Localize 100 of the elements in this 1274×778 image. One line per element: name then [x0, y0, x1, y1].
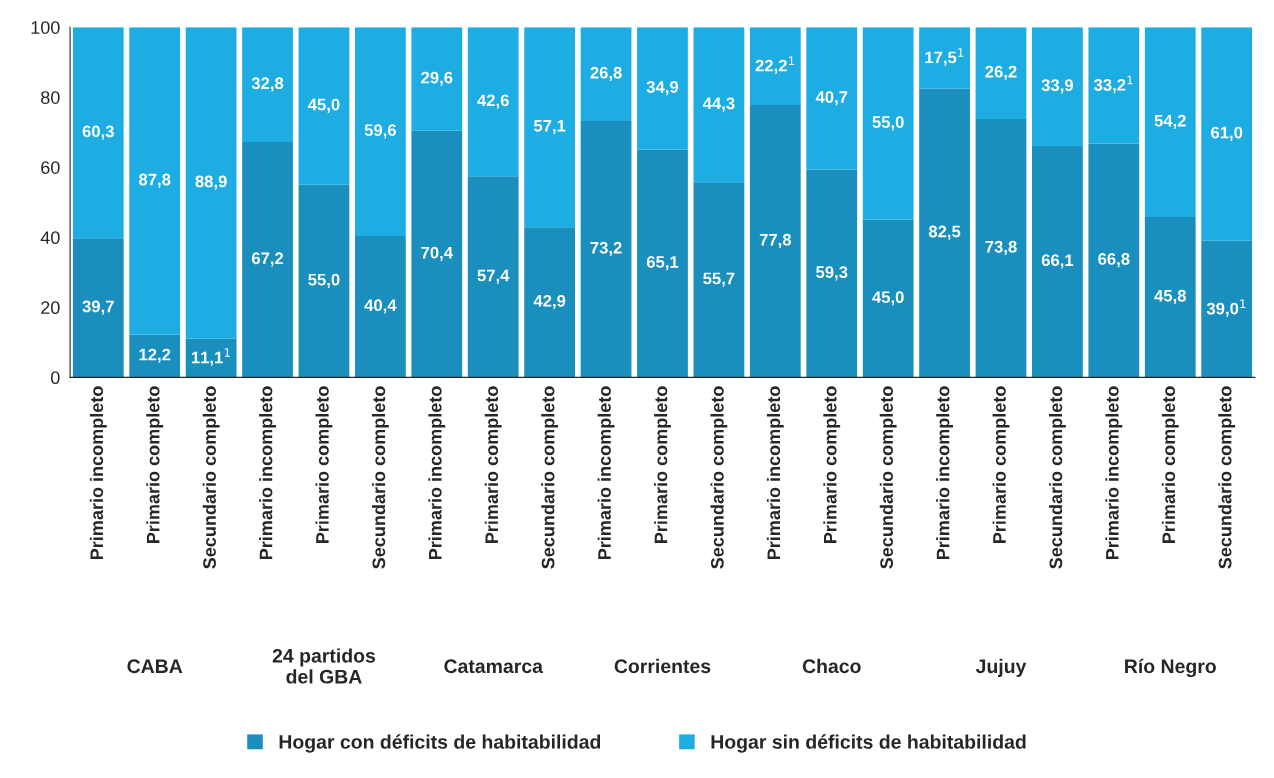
- bar: [580, 121, 632, 378]
- bar: [580, 27, 632, 122]
- data-label: 45,0: [872, 291, 904, 306]
- text: Catamarca: [444, 659, 544, 674]
- x-tick-label: Primario completo: [823, 386, 841, 543]
- x-tick-label: Secundario completo: [1218, 386, 1236, 569]
- x-tick-label: Primario incompleto: [597, 386, 615, 560]
- data-label: 59,3: [816, 266, 848, 281]
- data-label: 40,7: [815, 91, 848, 106]
- x-tick-label: Primario incompleto: [428, 386, 446, 560]
- bar: [129, 334, 181, 378]
- bar: [1144, 27, 1196, 217]
- bar: [298, 184, 350, 378]
- x-tick-label: Primario completo: [992, 386, 1010, 543]
- data-label: 33,9: [1041, 79, 1074, 94]
- x-tick-label: Primario completo: [146, 386, 164, 543]
- data-label: 40,4: [364, 299, 397, 314]
- text: Jujuy: [975, 658, 1027, 677]
- bar: [693, 182, 745, 378]
- legend-label: Hogar sin déficits de habitabilidad: [711, 734, 1026, 753]
- bar: [1201, 27, 1253, 241]
- bar: [72, 27, 124, 239]
- data-label: 29,6: [421, 71, 453, 86]
- data-label: 17,5$^{1}$: [925, 48, 964, 66]
- bar: [806, 169, 858, 378]
- data-label: 55,7: [703, 272, 735, 287]
- bar: [806, 27, 858, 170]
- data-label: 88,9: [195, 175, 227, 190]
- data-label: 22,2$^{1}$: [755, 56, 795, 74]
- data-label: 32,8: [251, 77, 284, 92]
- bar: [919, 27, 970, 89]
- bar: [411, 130, 463, 378]
- legend-label: Hogar con déficits de habitabilidad: [279, 734, 601, 753]
- bar: [693, 27, 745, 183]
- bar: [1088, 143, 1140, 378]
- bar: [467, 176, 519, 378]
- data-label: 42,9: [533, 294, 566, 310]
- data-label: 44,3: [702, 97, 735, 112]
- data-label: 60,3: [82, 125, 114, 140]
- bar: [524, 227, 576, 378]
- data-label: 65,1: [646, 256, 679, 271]
- data-label: 26,8: [590, 66, 622, 82]
- y-tick-label: 60: [41, 161, 60, 174]
- bar: [129, 27, 181, 335]
- bar: [862, 219, 914, 378]
- data-label: 87,8: [139, 173, 171, 188]
- bar: [72, 238, 124, 378]
- data-label: 73,8: [985, 240, 1017, 256]
- data-label: 11,1$^{1}$: [191, 348, 230, 366]
- y-tick-label: 0: [51, 371, 60, 385]
- data-label: 34,9: [646, 80, 679, 96]
- bar: [749, 27, 801, 105]
- x-tick-label: Primario incompleto: [259, 386, 276, 560]
- data-label: 54,2: [1154, 114, 1186, 129]
- data-label: 66,1: [1041, 254, 1074, 269]
- bar: [1201, 240, 1253, 378]
- bar: [1144, 216, 1196, 378]
- data-label: 66,8: [1098, 253, 1130, 268]
- bar: [637, 149, 688, 378]
- bar: [185, 27, 237, 339]
- y-tick-label: 40: [40, 231, 60, 245]
- bar: [975, 118, 1027, 378]
- x-tick-label: Secundario completo: [541, 386, 559, 569]
- y-tick-label: 100: [31, 21, 60, 34]
- data-label: 55,0: [872, 116, 904, 131]
- data-label: 59,6: [364, 124, 396, 139]
- x-tick-label: Primario incompleto: [766, 386, 784, 560]
- x-tick-label: Secundario completo: [202, 386, 220, 569]
- text: 24 partidos del GBA: [272, 648, 376, 684]
- x-tick-label: Secundario completo: [710, 386, 728, 569]
- bar: [749, 104, 801, 378]
- y-tick-label: 80: [41, 91, 60, 104]
- bar: [298, 27, 350, 185]
- data-label: 33,2$^{1}$: [1093, 75, 1133, 94]
- x-tick-label: Primario completo: [1161, 386, 1179, 543]
- bar: [637, 27, 688, 150]
- bar: [524, 27, 576, 228]
- data-label: 45,8: [1154, 289, 1186, 305]
- y-tick-label: 20: [41, 301, 60, 315]
- data-label: 57,1: [533, 120, 566, 135]
- data-label: 39,0$^{1}$: [1206, 299, 1246, 317]
- x-tick-label: Primario completo: [315, 386, 333, 543]
- x-tick-label: Primario completo: [654, 386, 671, 543]
- data-label: 55,0: [308, 273, 340, 288]
- data-label: 61,0: [1211, 126, 1243, 141]
- bar: [1032, 27, 1083, 146]
- bar: [1088, 27, 1140, 144]
- text: Río Negro: [1125, 658, 1216, 678]
- bar: [354, 235, 406, 378]
- data-label: 39,7: [82, 300, 114, 315]
- bar: [354, 27, 406, 236]
- x-tick-label: Secundario completo: [1049, 386, 1066, 569]
- data-label: 26,2: [985, 65, 1017, 80]
- text: Chaco: [802, 658, 861, 674]
- data-label: 70,4: [421, 246, 453, 261]
- bar: [242, 27, 293, 143]
- data-label: 82,5: [928, 225, 961, 240]
- data-label: 73,2: [590, 241, 622, 257]
- x-tick-label: Primario incompleto: [936, 386, 953, 560]
- bar: [1032, 145, 1083, 378]
